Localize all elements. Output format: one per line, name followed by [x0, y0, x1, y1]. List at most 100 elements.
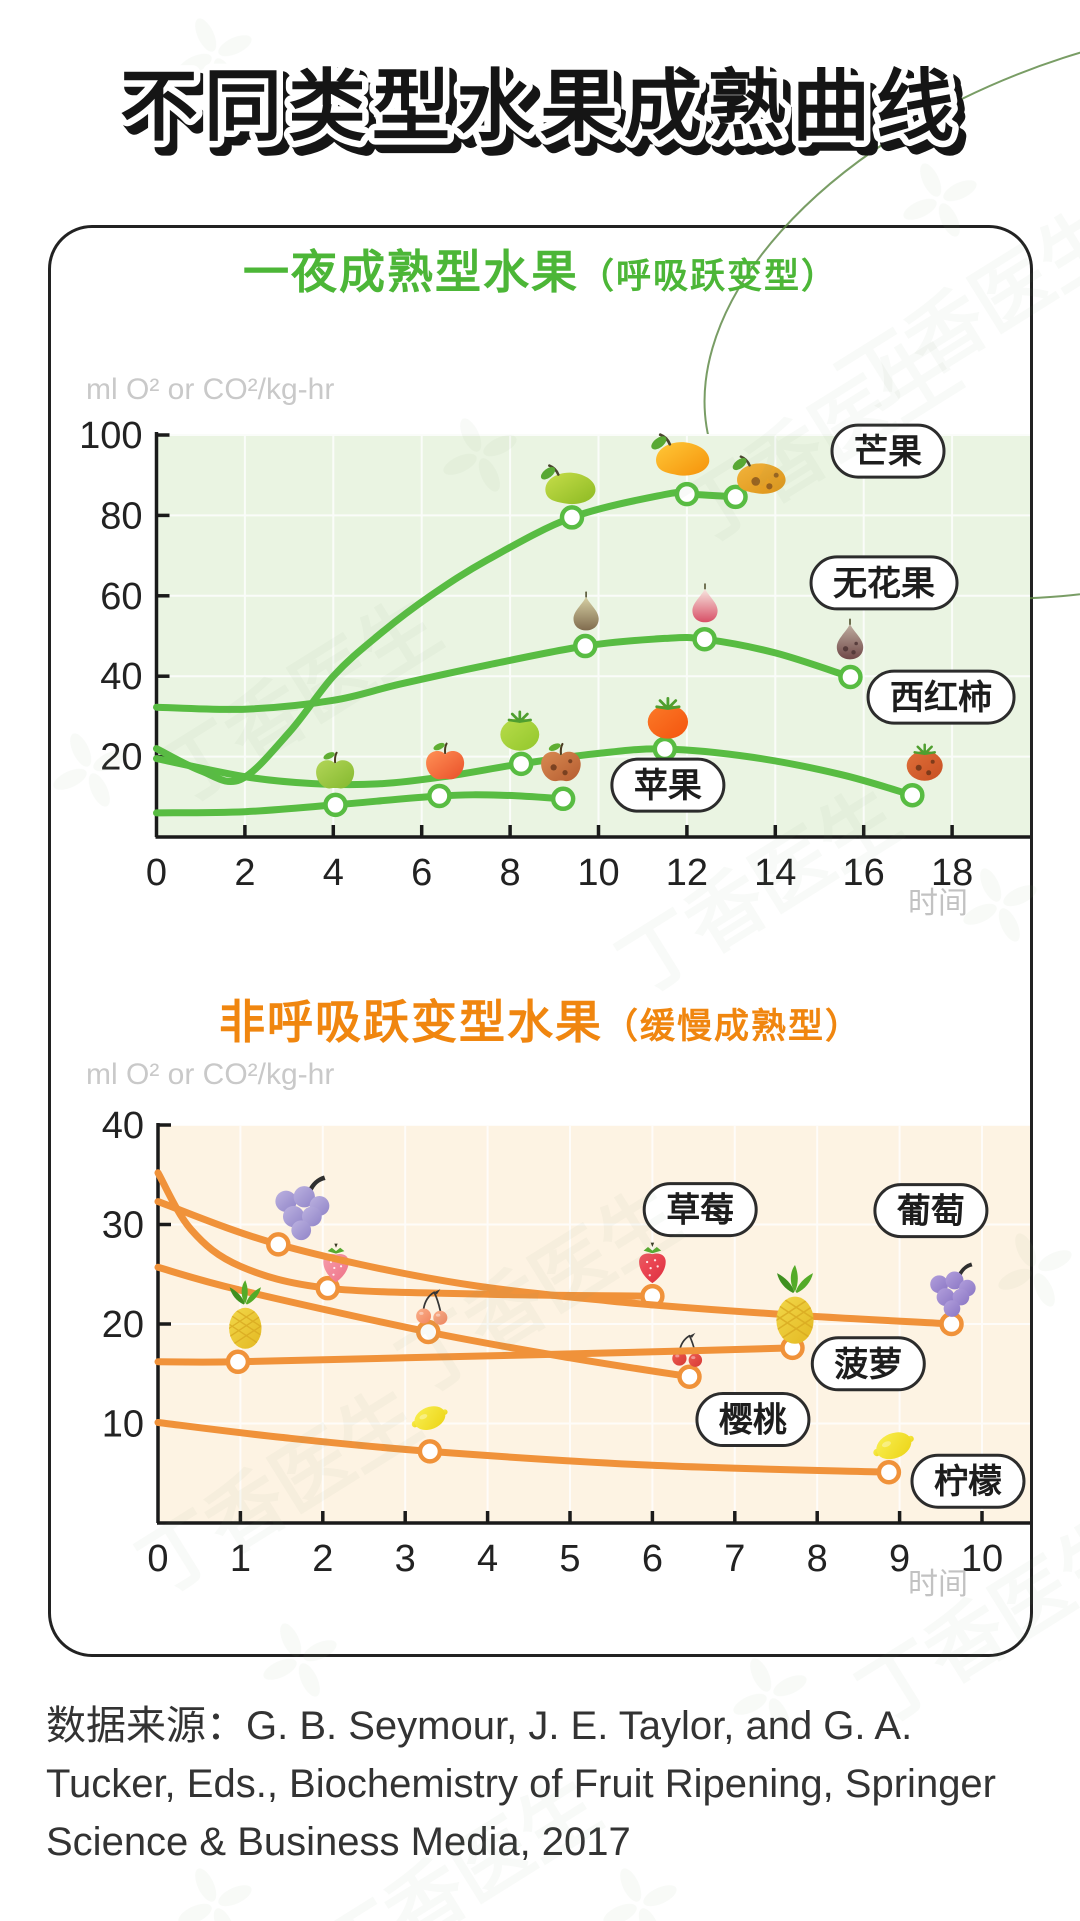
grape-data-point	[266, 1232, 291, 1257]
source-note: 数据来源：G. B. Seymour, J. E. Taylor, and G.…	[46, 1704, 996, 1864]
mango-overripe-icon	[732, 455, 786, 494]
clover-leaf-icon	[903, 163, 977, 237]
strawberry-data-point	[315, 1275, 340, 1301]
series-apple	[153, 742, 581, 818]
x-tick-label: 10	[961, 1538, 1003, 1580]
nonclimacteric-chart: 0 1 2 3 4 5 6 7 8 9 10 10 20 30 40 草莓 葡萄 樱桃 菠萝	[102, 1105, 1030, 1580]
lemon-data-point	[876, 1460, 902, 1485]
cherry-legend-pill: 樱桃	[695, 1392, 811, 1448]
series-pineapple	[154, 1265, 814, 1375]
series-cherry	[154, 1263, 703, 1389]
page-title-text: 不同类型水果成熟曲线	[120, 62, 960, 150]
clover-leaf-icon	[998, 1233, 1072, 1307]
grape-data-point	[939, 1311, 964, 1337]
x-tick-label: 3	[395, 1538, 416, 1580]
fig-ripe-icon	[692, 583, 718, 623]
clover-leaf-icon	[178, 1868, 252, 1921]
pineapple-icon	[776, 1265, 814, 1344]
cherry-data-point	[677, 1364, 702, 1389]
x-tick-label: 7	[724, 1538, 745, 1580]
series-lemon	[154, 1406, 914, 1485]
lemon-curve	[154, 1419, 893, 1476]
fig-data-point	[572, 633, 598, 659]
pineapple-icon	[229, 1280, 262, 1349]
pineapple-legend-pill: 菠萝	[810, 1336, 926, 1392]
tomato-data-point	[652, 736, 678, 762]
cherries-light-icon	[416, 1289, 448, 1325]
tomato-legend-pill: 西红柿	[866, 669, 1016, 725]
x-tick-label: 14	[754, 852, 796, 894]
clover-leaf-icon	[603, 1868, 677, 1921]
fig-curve	[153, 633, 854, 713]
x-tick-label: 6	[642, 1538, 663, 1580]
tomato-data-point	[508, 751, 534, 777]
clover-leaf-icon	[963, 868, 1037, 942]
lemon-legend-pill: 柠檬	[910, 1453, 1026, 1509]
apple-ripe-icon	[426, 742, 465, 780]
x-tick-label: 5	[559, 1538, 580, 1580]
pineapple-data-point	[225, 1349, 251, 1375]
grape-legend-label: 葡萄	[897, 1193, 965, 1231]
y-tick-label: 40	[100, 656, 142, 698]
y-tick-label: 20	[102, 1304, 144, 1346]
series-mango	[153, 433, 786, 786]
x-tick-label: 6	[411, 852, 432, 894]
y-tick-label: 80	[100, 495, 142, 537]
apple-overripe-icon	[541, 742, 581, 782]
apple-curve	[153, 791, 567, 817]
axes	[156, 1123, 1030, 1525]
plot-background	[156, 434, 1030, 837]
x-tick-label: 18	[931, 852, 973, 894]
mango-data-point	[559, 505, 585, 530]
x-tick-label: 0	[147, 1538, 168, 1580]
apple-data-point	[323, 792, 348, 818]
nonclimacteric-chart-title-paren: （缓慢成熟型）	[602, 1007, 862, 1046]
tick-labels: 0 2 4 6 8 10 12 14 16 18 20 40 60 80 100	[79, 415, 973, 894]
x-tick-label: 1	[230, 1538, 251, 1580]
climacteric-chart-title: 一夜成熟型水果（呼吸跃变型）	[48, 236, 1033, 302]
y-tick-label: 40	[102, 1105, 144, 1147]
mango-unripe-icon	[540, 464, 596, 505]
x-tick-label: 2	[234, 852, 255, 894]
grapes-dark-icon	[930, 1262, 976, 1317]
lemon-icon	[873, 1432, 914, 1460]
x-tick-label: 9	[889, 1538, 910, 1580]
lemon-legend-label: 柠檬	[934, 1463, 1002, 1501]
fig-legend-label: 无花果	[833, 565, 935, 603]
climacteric-chart-title-paren: （呼吸跃变型）	[578, 257, 838, 296]
fig-overripe-icon	[836, 618, 864, 660]
apple-unripe-icon	[316, 751, 355, 789]
mango-curve	[153, 489, 739, 786]
mango-ripe-icon	[651, 433, 710, 476]
mango-legend-pill: 芒果	[830, 423, 946, 479]
cherry-legend-label: 樱桃	[719, 1402, 787, 1440]
fig-data-point	[692, 626, 717, 652]
x-tick-label: 8	[807, 1538, 828, 1580]
bottom-x-axis-label: 时间	[908, 1568, 968, 1601]
pineapple-legend-label: 菠萝	[834, 1346, 902, 1384]
fig-legend-pill: 无花果	[809, 555, 959, 611]
x-tick-label: 8	[500, 852, 521, 894]
bottom-y-axis-unit-label: ml O² or CO²/kg-hr	[86, 1058, 335, 1091]
strawberry-legend-label: 草莓	[666, 1192, 734, 1230]
mango-data-point	[723, 484, 748, 510]
nonclimacteric-chart-title: 非呼吸跃变型水果（缓慢成熟型）	[48, 986, 1033, 1052]
tomato-overripe-icon	[906, 743, 943, 781]
x-tick-label: 4	[477, 1538, 498, 1580]
y-tick-label: 60	[100, 576, 142, 618]
leaf-decorations	[53, 18, 1072, 1921]
page-title-shadow: 不同类型水果成熟曲线	[127, 70, 967, 158]
page-title: 不同类型水果成熟曲线 不同类型水果成熟曲线	[113, 56, 968, 166]
apple-data-point	[550, 786, 576, 812]
mango-legend-label: 芒果	[854, 433, 922, 471]
y-tick-label: 100	[79, 415, 142, 457]
y-tick-label: 30	[102, 1205, 144, 1247]
clover-leaf-icon	[53, 733, 127, 807]
clover-leaf-icon	[443, 418, 517, 492]
climacteric-chart: 0 2 4 6 8 10 12 14 16 18 20 40 60 80 100 芒果 无花果 西红柿 苹果	[79, 415, 1030, 894]
tomato-legend-label: 西红柿	[890, 679, 992, 717]
top-y-axis-unit-label: ml O² or CO²/kg-hr	[86, 373, 335, 406]
tomato-data-point	[900, 782, 925, 808]
axes	[154, 432, 1030, 839]
